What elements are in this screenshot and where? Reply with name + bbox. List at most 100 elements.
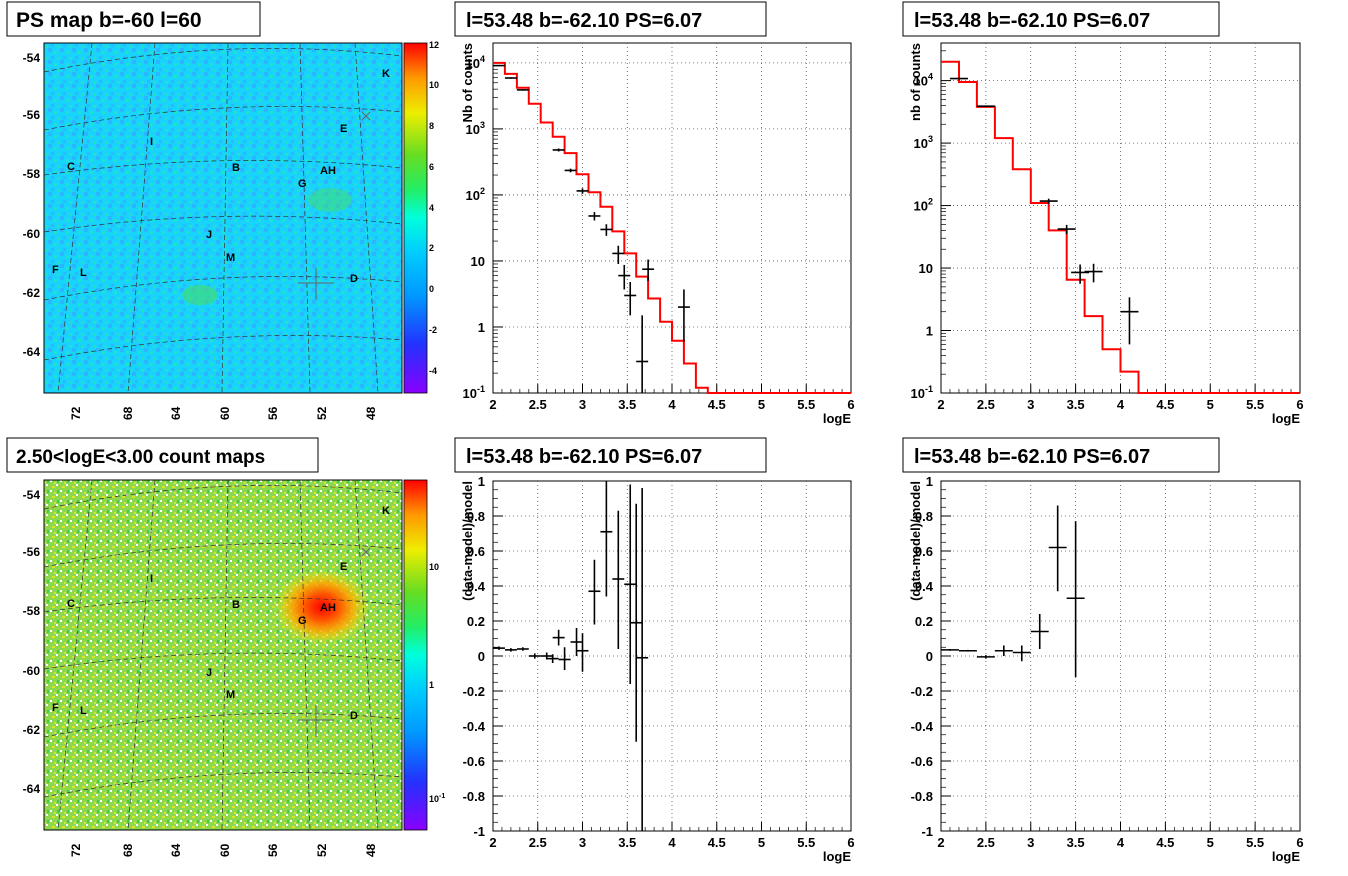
x-axis-label: logE: [1272, 849, 1300, 864]
data-point: [642, 259, 655, 281]
x-axis-label: logE: [823, 411, 851, 426]
chart-title: l=53.48 b=-62.10 PS=6.07: [914, 10, 1150, 32]
y-tick: -60: [23, 227, 41, 241]
data-point: [949, 77, 968, 80]
x-tick-label: 5: [758, 835, 765, 850]
data-point: [624, 281, 637, 316]
palette-tick: 6: [429, 162, 434, 172]
data-point: [516, 647, 529, 651]
count-map-source-label: K: [382, 505, 390, 517]
ps-map-title: PS map b=-60 l=60: [16, 9, 202, 32]
count-map-source-label: C: [67, 598, 75, 610]
y-tick: -64: [23, 782, 41, 796]
count-map-source-label: M: [226, 689, 235, 701]
x-tick-label: 2.5: [977, 835, 995, 850]
palette-tick: 0: [429, 284, 434, 294]
palette-tick-exp: -1: [439, 793, 445, 800]
ps-map-coordinate-grid: [43, 42, 403, 394]
data-point: [1066, 521, 1085, 677]
y-axis-label: Nb of counts: [460, 43, 475, 122]
ps-map-source-label: C: [67, 161, 75, 173]
x-tick-label: 6: [847, 835, 854, 850]
data-point: [504, 648, 517, 652]
y-tick-label: -0.2: [911, 684, 933, 699]
y-tick-label: 10: [919, 261, 933, 276]
count-map-palette-ticks: 10 1 10-1: [429, 562, 445, 804]
y-tick-label: 0.4: [467, 579, 486, 594]
chart-title-box: [902, 437, 1220, 473]
data-point: [677, 289, 690, 342]
count-map-source-label: D: [350, 710, 358, 722]
ps-map-source-label: G: [298, 178, 307, 190]
ps-map-source-label: K: [382, 68, 390, 80]
y-tick-label: 0.8: [467, 509, 485, 524]
data-point: [976, 105, 995, 107]
x-tick: 48: [364, 843, 378, 857]
y-axis-label: nb of counts: [908, 43, 923, 121]
data-point: [994, 645, 1013, 656]
data-point: [600, 481, 613, 597]
ps-map-patch: [182, 285, 218, 305]
plot-frame: [940, 480, 1301, 832]
count-map-x-ticks: 72 68 64 60 56 52 48: [69, 843, 378, 857]
x-tick: 48: [364, 406, 378, 420]
ps-map-palette-ticks: 12 10 8 6 4 2 0 -2 -4: [429, 40, 439, 376]
y-tick-base: 10: [914, 136, 928, 151]
data-point: [636, 488, 649, 831]
count-map-source-label: G: [298, 615, 307, 627]
data-point: [636, 315, 649, 393]
x-tick-label: 5.5: [797, 397, 815, 412]
data-point: [552, 148, 565, 152]
x-tick: 60: [218, 406, 232, 420]
data-point: [1012, 645, 1031, 662]
count-map-hotspot: [274, 569, 370, 645]
y-tick-exp: 3: [928, 134, 933, 144]
x-tick-label: 3: [1027, 397, 1034, 412]
palette-tick: 10-1: [429, 793, 445, 804]
x-tick-label: 3: [579, 835, 586, 850]
residual-left-chart: 2 2.5 3 3.5 4 4.5 5 5.5 6 -1 -0.8 -0.6 -0.4 -0.2 0 0.2 0…: [454, 437, 855, 864]
palette-tick-base: 10: [429, 794, 439, 804]
x-tick: 56: [266, 406, 280, 420]
y-tick-label: 1: [478, 320, 485, 335]
ps-map-source-labels: K E I C B AH G J M F L D: [52, 68, 390, 285]
y-tick-label: 1: [926, 474, 933, 489]
x-tick: 72: [69, 406, 83, 420]
y-tick-label: 104: [914, 72, 933, 89]
count-map-y-ticks: -54 -56 -58 -60 -62 -64: [23, 488, 41, 796]
y-axis-label: (data-model)/model: [908, 481, 923, 601]
y-tick-label: 103: [466, 120, 485, 137]
ps-map-source-label: I: [150, 136, 153, 148]
y-tick-label: -0.6: [911, 754, 933, 769]
y-tick-exp: -1: [477, 384, 485, 394]
y-tick-label: -0.8: [463, 789, 485, 804]
data-point: [1057, 224, 1076, 235]
ps-map-source-markers: [298, 111, 371, 300]
y-tick-label: 1: [926, 324, 933, 339]
y-tick: -62: [23, 286, 41, 300]
y-tick-base: 10: [466, 188, 480, 203]
y-tick-label: 10-1: [463, 384, 485, 401]
spectrum-right-chart: 2 2.5 3 3.5 4 4.5 5 5.5 610-1110102103104logEnb …: [902, 1, 1304, 426]
y-tick-label: 0.2: [915, 614, 933, 629]
x-tick-label: 4: [1117, 835, 1125, 850]
x-tick: 52: [315, 406, 329, 420]
x-tick-label: 3: [1027, 835, 1034, 850]
palette-tick: -2: [429, 325, 437, 335]
x-tick-label: 3.5: [1067, 397, 1085, 412]
x-tick-label: 2.5: [529, 835, 547, 850]
y-tick-label: 103: [914, 134, 933, 151]
x-tick-label: 5.5: [797, 835, 815, 850]
x-tick-label: 4: [1117, 397, 1125, 412]
y-tick-label: 10: [471, 254, 485, 269]
count-map-source-label: L: [80, 705, 87, 717]
y-tick-exp: -1: [925, 384, 933, 394]
palette-tick: 4: [429, 203, 434, 213]
chart-title: l=53.48 b=-62.10 PS=6.07: [466, 446, 702, 468]
count-map-panel: K E I C B AH G J M F L D 10 1 10-1 -54 -…: [6, 437, 445, 857]
y-tick: -56: [23, 545, 41, 559]
ps-map-source-label: B: [232, 162, 240, 174]
palette-tick: 10: [429, 80, 439, 90]
y-tick: -54: [23, 488, 41, 502]
ps-map-title-box: [6, 1, 261, 37]
